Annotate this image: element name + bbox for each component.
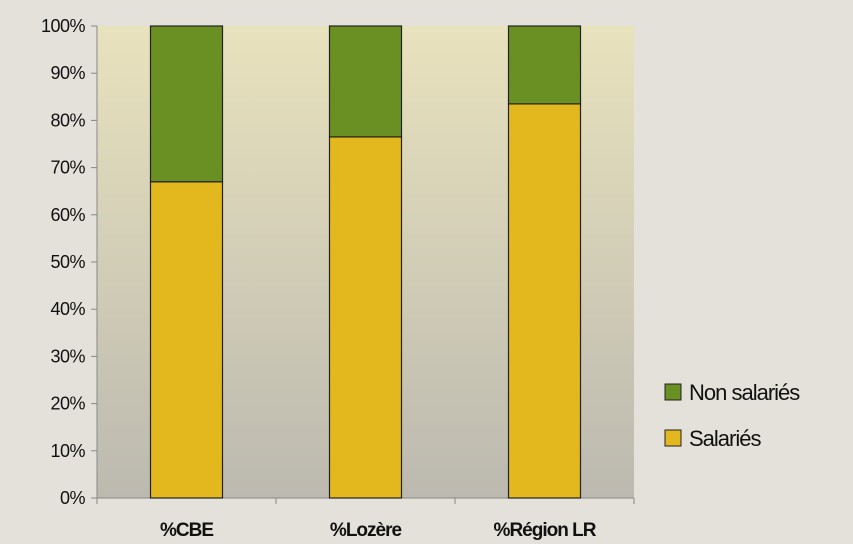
legend: Non salariés Salariés <box>664 380 801 451</box>
x-category-label: %CBE <box>160 520 213 541</box>
y-axis: 0% 10% 20% 30% 40% 50% 60% 70% 80% 90% 100% <box>41 16 98 508</box>
y-tick-label: 100% <box>41 16 86 36</box>
bar-segment-salariés-2 <box>328 136 403 499</box>
y-tick-label: 0% <box>60 488 86 508</box>
bar-segment-salariés-1 <box>149 181 224 499</box>
y-tick-label: 70% <box>50 158 85 178</box>
x-category-label: %Lozère <box>330 520 402 541</box>
y-tick-label: 40% <box>50 299 85 319</box>
legend-label-1: Non salariés <box>689 380 800 405</box>
bar-segment-non-salariés-3 <box>507 25 582 105</box>
bar-segment-non-salariés-1 <box>149 25 224 183</box>
y-tick-label: 50% <box>50 252 85 272</box>
x-axis: %CBE %Lozère %Région LR <box>96 497 635 541</box>
bar-group <box>149 25 582 499</box>
legend-label-2: Salariés <box>689 426 761 451</box>
y-tick-label: 30% <box>50 346 85 366</box>
legend-swatch-2 <box>664 429 682 447</box>
y-tick-label: 80% <box>50 110 85 130</box>
legend-swatch-1 <box>664 383 682 401</box>
y-tick-label: 10% <box>50 441 85 461</box>
bar-segment-salariés-3 <box>507 103 582 499</box>
bar-segment-non-salariés-2 <box>328 25 403 138</box>
y-tick-label: 60% <box>50 205 85 225</box>
y-tick-label: 20% <box>50 394 85 414</box>
y-tick-label: 90% <box>50 63 85 83</box>
x-category-label: %Région LR <box>494 520 597 541</box>
